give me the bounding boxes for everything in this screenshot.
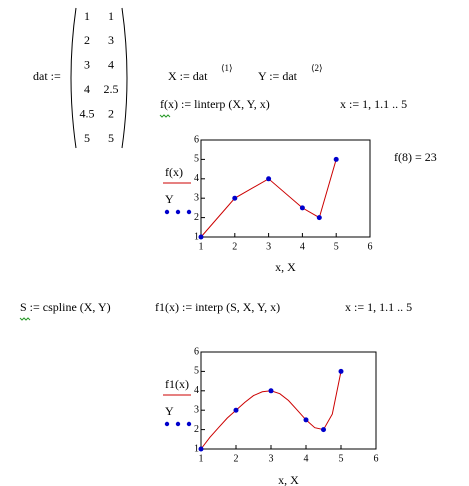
y-tick-label: 2 [194, 212, 199, 223]
y-tick-label: 6 [194, 346, 199, 357]
data-point [268, 388, 274, 394]
data-point [198, 446, 204, 452]
matrix-cell: 1 [108, 9, 114, 23]
x-tick-label: 5 [334, 241, 339, 252]
matrix-cell: 2.5 [104, 82, 119, 96]
warning-squiggle [19, 317, 31, 321]
formula: f(x) := linterp (X, Y, x) [160, 97, 270, 111]
y-tick-label: 3 [194, 192, 199, 203]
legend-swatch [186, 421, 192, 427]
legend-swatch [186, 209, 192, 215]
formula: f1(x) := interp (S, X, Y, x) [155, 300, 280, 314]
legend-label: Y [165, 192, 174, 206]
matrix-cell: 5 [84, 131, 90, 145]
matrix-cell: 4 [108, 58, 114, 72]
matrix-cell: 1 [84, 9, 90, 23]
legend-swatch [164, 209, 170, 215]
data-point [299, 205, 305, 211]
x-tick-label: 4 [304, 453, 309, 464]
x-tick-label: 6 [374, 453, 379, 464]
matrix-cell: 3 [84, 58, 90, 72]
definition: X := dat [168, 69, 208, 83]
y-tick-label: 5 [194, 154, 199, 165]
matrix-paren-right [121, 7, 128, 149]
data-point [266, 176, 272, 182]
y-tick-label: 4 [194, 173, 199, 184]
y-tick-label: 4 [194, 385, 199, 396]
matrix-paren-left [70, 7, 77, 149]
x-axis-label: x, X [275, 260, 296, 274]
series-line [200, 371, 342, 450]
y-tick-label: 3 [194, 404, 199, 415]
x-tick-label: 3 [266, 241, 271, 252]
data-point [321, 427, 326, 433]
legend-label: Y [165, 404, 174, 418]
formula: x := 1, 1.1 .. 5 [345, 300, 412, 314]
matrix: 1 1 2 3 3 4 4 2.5 4.5 2 5 5 [80, 9, 119, 145]
legend-label: f(x) [165, 165, 183, 179]
y-tick-label: 5 [194, 366, 199, 377]
warning-squiggle [159, 114, 171, 118]
x-axis-label: x, X [278, 473, 299, 486]
x-tick-label: 2 [234, 453, 239, 464]
data-point [333, 156, 339, 162]
data-point [198, 234, 204, 240]
data-point [233, 407, 239, 413]
matrix-label: dat := [33, 69, 61, 83]
x-tick-label: 1 [199, 241, 204, 252]
plot-frame [200, 351, 377, 450]
data-point [338, 368, 344, 374]
plot-frame [200, 139, 371, 238]
x-tick-label: 5 [339, 453, 344, 464]
y-tick-label: 2 [194, 424, 199, 435]
matrix-cell: 2 [84, 33, 90, 47]
matrix-cell: 3 [108, 33, 114, 47]
matrix-cell: 5 [108, 131, 114, 145]
definition-superscript: ⟨1⟩ [221, 63, 233, 73]
x-tick-label: 3 [269, 453, 274, 464]
definition: Y := dat [258, 69, 298, 83]
data-point [232, 195, 238, 201]
series-line [200, 159, 337, 238]
legend-label: f1(x) [165, 377, 189, 391]
legend-swatch [164, 421, 170, 427]
matrix-cell: 4.5 [80, 106, 95, 120]
formula: S := cspline (X, Y) [20, 300, 111, 314]
x-tick-label: 4 [300, 241, 305, 252]
matrix-cell: 2 [108, 106, 114, 120]
legend-swatch [175, 421, 181, 427]
data-point [316, 215, 322, 221]
result: f(8) = 23 [394, 150, 437, 164]
x-tick-label: 6 [368, 241, 373, 252]
y-tick-label: 1 [194, 231, 199, 242]
x-tick-label: 1 [199, 453, 204, 464]
legend-swatch [175, 209, 181, 215]
formula: x := 1, 1.1 .. 5 [340, 97, 407, 111]
y-tick-label: 6 [194, 134, 199, 145]
x-tick-label: 2 [232, 241, 237, 252]
matrix-cell: 4 [84, 82, 90, 96]
data-point [303, 417, 309, 423]
definition-superscript: ⟨2⟩ [311, 63, 323, 73]
y-tick-label: 1 [194, 443, 199, 454]
